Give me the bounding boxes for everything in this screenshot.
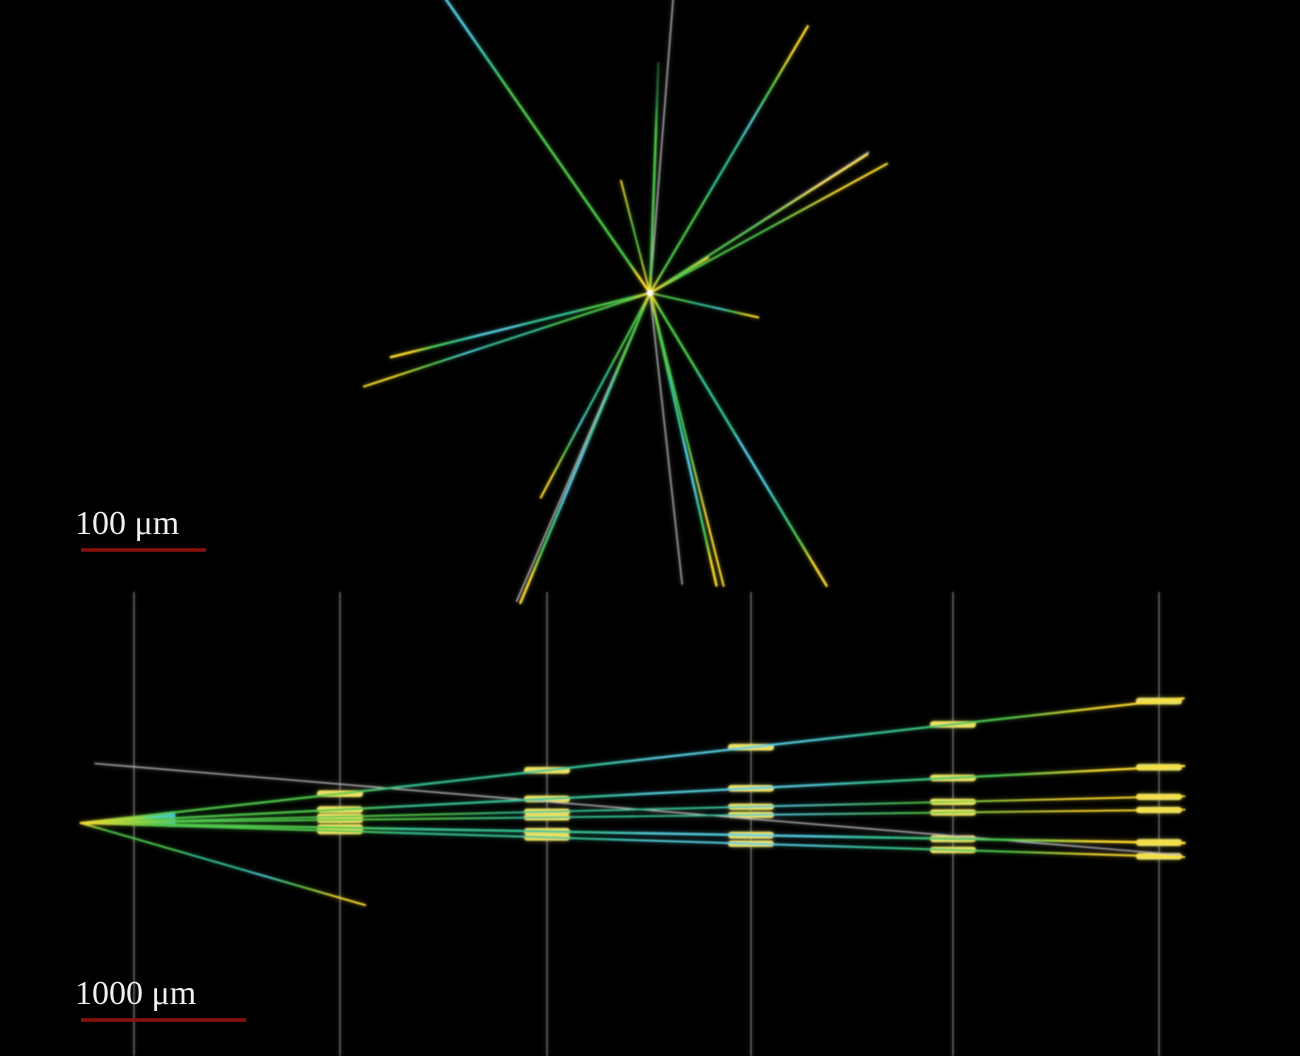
svg-text:100 μm: 100 μm (75, 505, 179, 542)
svg-text:1000 μm: 1000 μm (75, 975, 196, 1012)
